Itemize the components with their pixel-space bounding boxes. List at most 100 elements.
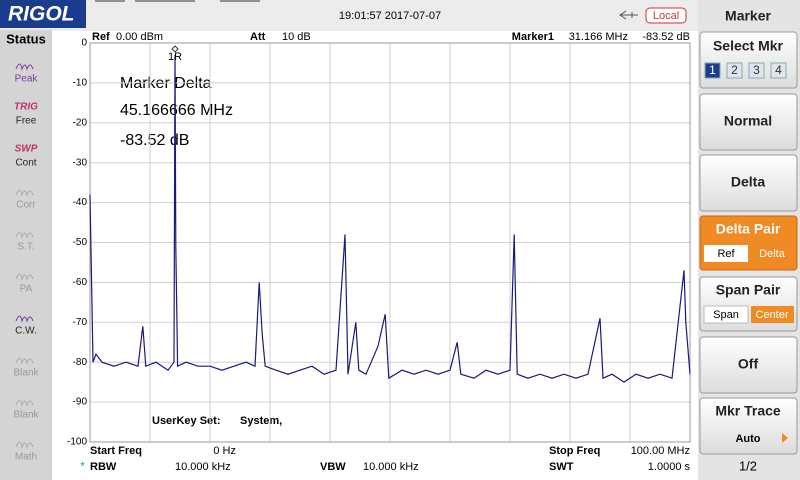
vbw-label: VBW [320,461,346,473]
status-label: Free [16,116,37,127]
stop-label: Stop Freq [549,445,600,457]
y-tick-label: -90 [73,397,88,408]
status-icon [15,63,34,71]
page-indicator: 1/2 [739,458,757,473]
vbw-value: 10.000 kHz [363,461,419,473]
swt-label: SWT [549,461,574,473]
y-tick-label: -50 [73,237,88,248]
status-icon [15,189,34,197]
status-icon [15,399,34,407]
delta-pair-button[interactable]: Delta Pair Ref Delta [699,215,798,271]
status-icon [15,273,34,281]
usb-icon [619,10,638,20]
button-value[interactable]: Auto [735,433,760,445]
marker-tag: 1R [168,51,182,63]
option[interactable]: Ref [717,248,735,260]
y-tick-label: -30 [73,157,88,168]
datetime: 19:01:57 2017-07-07 [339,10,441,22]
marker-amp: -83.52 dB [642,31,690,43]
button-label[interactable]: Delta [731,174,765,190]
status-label: Cont [15,158,36,169]
status-icon [15,441,34,449]
button-label[interactable]: Mkr Trace [715,403,781,419]
y-tick-label: -80 [73,357,88,368]
y-tick-label: -40 [73,197,88,208]
status-title: Status [6,31,46,46]
rbw-star: * [80,458,85,473]
marker-freq: 31.166 MHz [569,31,628,43]
option[interactable]: Span [713,309,739,321]
annotation: 45.166666 MHz [120,102,233,119]
button-bg[interactable] [699,154,798,212]
off-button[interactable]: Off [699,336,798,394]
start-label: Start Freq [90,445,142,457]
marker-number[interactable]: 4 [775,63,782,77]
select-mkr-button[interactable]: Select Mkr [699,31,798,89]
option[interactable]: Center [755,309,788,321]
option-bg[interactable] [704,245,748,262]
mode: Local [653,10,679,22]
marker-number[interactable]: 2 [731,63,738,77]
y-tick-label: -60 [73,277,88,288]
header-bar [0,0,698,31]
annotation: -83.52 dB [120,132,189,149]
button-bg[interactable] [699,336,798,394]
ref-label: Ref [92,31,110,43]
status-label: S.T. [17,242,34,253]
status-tag: SWP [15,144,38,155]
marker-number[interactable]: 1 [709,63,716,77]
delta-button[interactable]: Delta [699,154,798,212]
annotation: Marker Delta [120,75,212,92]
marker-label: Marker1 [512,31,554,43]
y-tick-label: -10 [73,78,88,89]
rbw-value: 10.000 kHz [175,461,231,473]
button-label[interactable]: Off [738,356,759,372]
option-bg[interactable] [703,305,749,324]
marker-select[interactable] [770,62,787,79]
button-label[interactable]: Delta Pair [716,221,781,237]
status-label: Blank [13,368,39,379]
span-pair-button[interactable]: Span Pair Span Center [699,276,798,332]
y-tick-label: -70 [73,317,88,328]
stop-value: 100.00 MHz [631,445,690,457]
status-label: PA [20,284,33,295]
button-bg[interactable] [699,93,798,151]
mode-box [645,7,687,24]
arrow[interactable] [782,433,788,443]
marker-diamond [171,45,179,53]
brand: RIGOL [8,3,75,26]
status-panel [0,30,52,480]
option[interactable]: Delta [759,248,786,260]
status-label: Corr [16,200,36,211]
y-tick-label: 0 [81,38,87,49]
button-label[interactable]: Select Mkr [713,38,784,54]
marker-select[interactable] [726,62,743,79]
marker-select[interactable] [704,62,721,79]
plot-frame [89,42,691,443]
userkey-value: System, [240,415,282,427]
menu-title: Marker [725,8,771,24]
userkey-label: UserKey Set: [152,415,220,427]
status-label: Math [15,452,37,463]
button-label[interactable]: Span Pair [716,282,781,298]
trace [89,54,691,383]
y-tick-label: -100 [67,437,87,448]
status-label: Peak [15,74,39,85]
att-value: 10 dB [282,31,311,43]
option-bg[interactable] [751,306,794,323]
ref-value: 0.00 dBm [116,31,163,43]
status-icon [15,315,34,323]
button-bg[interactable] [699,397,798,455]
mkr-trace-button[interactable]: Mkr Trace Auto [699,397,798,455]
status-icon [15,357,34,365]
button-label[interactable]: Normal [724,113,772,129]
marker-number[interactable]: 3 [753,63,760,77]
att-label: Att [250,31,266,43]
marker-select[interactable] [748,62,765,79]
normal-button[interactable]: Normal [699,93,798,151]
swt-value: 1.0000 s [648,461,691,473]
status-icon [15,231,34,239]
start-value: 0 Hz [213,445,236,457]
